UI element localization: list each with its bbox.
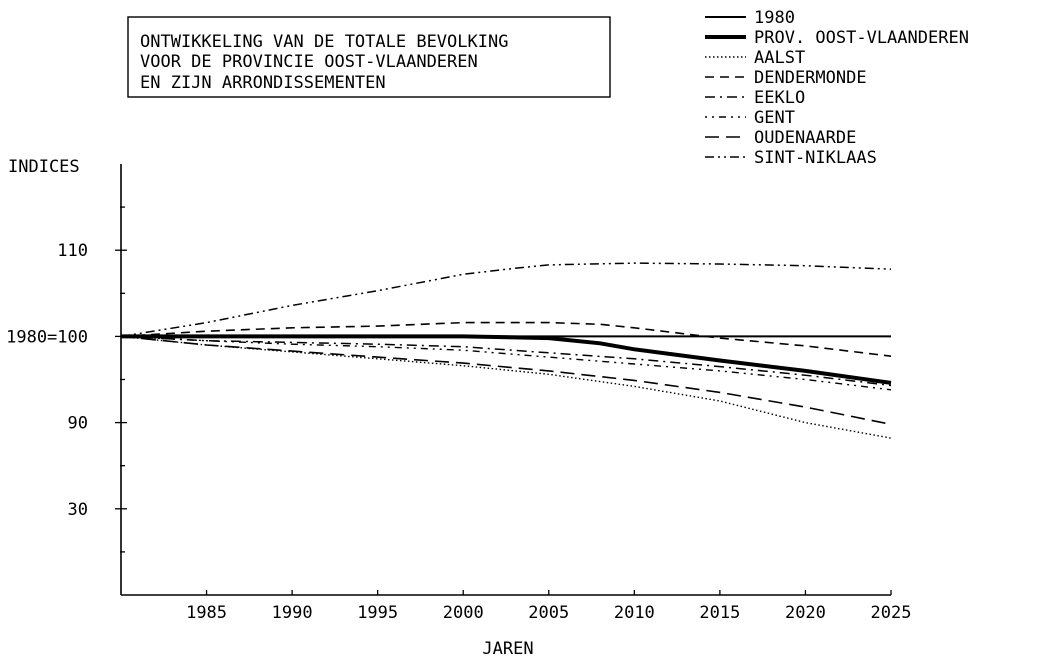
legend-label-sint-niklaas: SINT-NIKLAAS	[754, 148, 877, 168]
series-line-gent	[120, 335, 892, 391]
y-tick-label-90: 90	[68, 414, 88, 434]
x-tick-label-1995: 1995	[357, 603, 398, 623]
x-axis-ticks: 1985 1990 1995 2000 2005 2010 2015 2020 2025	[186, 590, 911, 623]
legend-label-eeklo: EEKLO	[754, 88, 805, 108]
y-axis-ticks: 110 1980=100 90 30	[6, 206, 127, 553]
y-tick-label-30: 30	[68, 500, 88, 520]
x-tick-label-2010: 2010	[614, 603, 655, 623]
chart-title-line-3: EN ZIJN ARRONDISSEMENTEN	[140, 73, 386, 93]
series-line-prov-oost-vlaanderen	[121, 334, 892, 385]
x-tick-label-2025: 2025	[871, 603, 912, 623]
title-box-frame	[127, 16, 611, 98]
x-tick-label-1990: 1990	[272, 603, 313, 623]
y-axis-label: INDICES	[8, 157, 80, 177]
x-tick-label-2020: 2020	[785, 603, 826, 623]
series-line-eeklo	[120, 335, 892, 387]
x-tick-label-2005: 2005	[528, 603, 569, 623]
legend-label-oudenaarde: OUDENAARDE	[754, 128, 856, 148]
y-tick-label-1980-100: 1980=100	[6, 327, 88, 347]
title-box: ONTWIKKELING VAN DE TOTALE BEVOLKING VOO…	[127, 16, 611, 98]
chart-title-line-1: ONTWIKKELING VAN DE TOTALE BEVOLKING	[140, 32, 508, 52]
series-line-aalst	[120, 335, 892, 439]
legend-label-1980: 1980	[754, 8, 795, 28]
series-line-dendermonde	[120, 321, 892, 357]
legend-label-gent: GENT	[754, 108, 795, 128]
y-tick-label-110: 110	[57, 241, 88, 261]
legend-label-dendermonde: DENDERMONDE	[754, 68, 867, 88]
series-line-sint-niklaas	[120, 262, 892, 338]
x-tick-label-1985: 1985	[186, 603, 227, 623]
x-axis-label: JAREN	[482, 639, 533, 659]
legend-label-aalst: AALST	[754, 48, 805, 68]
legend-label-prov-oost-vlaanderen: PROV. OOST-VLAANDEREN	[754, 28, 969, 48]
series-line-oudenaarde	[120, 335, 892, 426]
x-tick-label-2015: 2015	[699, 603, 740, 623]
x-tick-label-2000: 2000	[443, 603, 484, 623]
chart-title-line-2: VOOR DE PROVINCIE OOST-VLAANDEREN	[140, 52, 478, 72]
series-layer	[120, 262, 892, 439]
